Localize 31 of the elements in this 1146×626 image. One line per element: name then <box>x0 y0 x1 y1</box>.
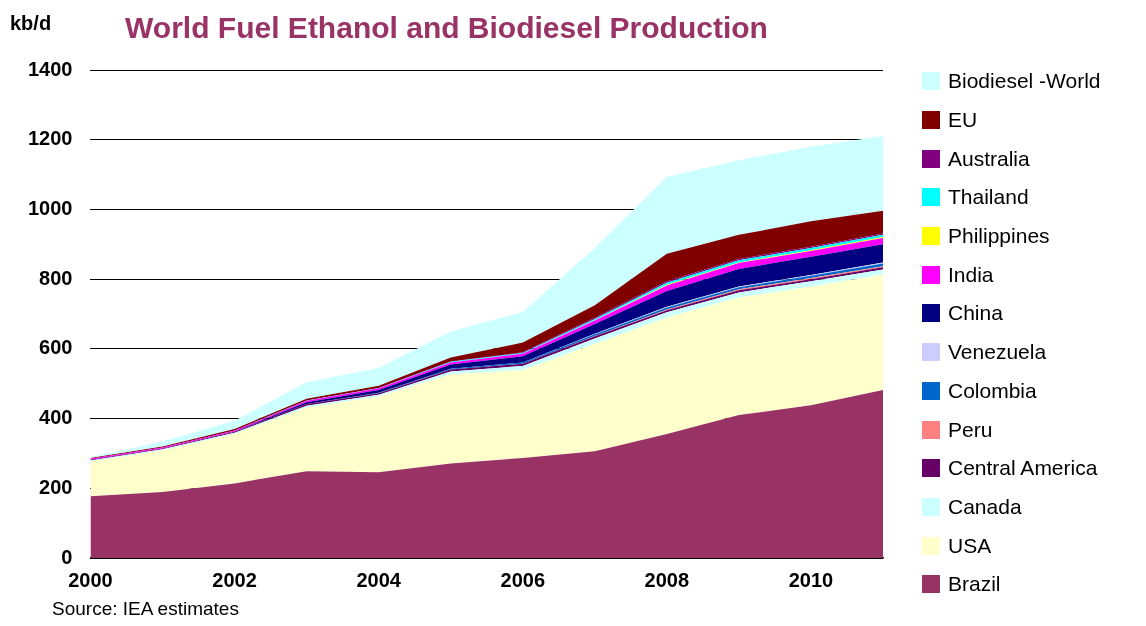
legend-label: Peru <box>948 417 993 442</box>
x-tick-label: 2010 <box>788 568 834 591</box>
legend-label: Central America <box>948 456 1098 481</box>
legend-label: Philippines <box>948 224 1050 249</box>
y-tick-label: 400 <box>39 406 73 429</box>
legend-label: China <box>948 301 1003 326</box>
legend-label: Canada <box>948 494 1022 519</box>
x-tick-label: 2002 <box>212 568 257 591</box>
legend-label: Brazil <box>948 572 1001 597</box>
x-tick-label: 2008 <box>644 568 690 591</box>
legend-label: Australia <box>948 146 1030 171</box>
legend-label: EU <box>948 108 978 133</box>
x-tick-label: 2006 <box>500 568 546 591</box>
legend-label: Colombia <box>948 378 1037 403</box>
y-tick-label: 200 <box>39 475 73 498</box>
y-tick-label: 600 <box>39 336 73 359</box>
chart-title: World Fuel Ethanol and Biodiesel Production <box>125 11 768 45</box>
legend-label: USA <box>948 533 992 558</box>
y-tick-label: 1200 <box>27 127 73 150</box>
y-axis-title: kb/d <box>10 11 52 34</box>
x-tick-label: 2000 <box>68 568 113 591</box>
y-tick-label: 800 <box>39 266 73 289</box>
y-tick-label: 0 <box>61 545 73 568</box>
legend-label: Thailand <box>948 185 1029 210</box>
x-tick-label: 2004 <box>356 568 402 591</box>
legend-label: Venezuela <box>948 340 1047 365</box>
source-note: Source: IEA estimates <box>52 598 239 620</box>
y-tick-label: 1400 <box>27 57 73 80</box>
y-tick-label: 1000 <box>27 196 73 219</box>
legend-label: India <box>948 262 994 287</box>
legend-label: Biodiesel -World <box>948 69 1101 94</box>
